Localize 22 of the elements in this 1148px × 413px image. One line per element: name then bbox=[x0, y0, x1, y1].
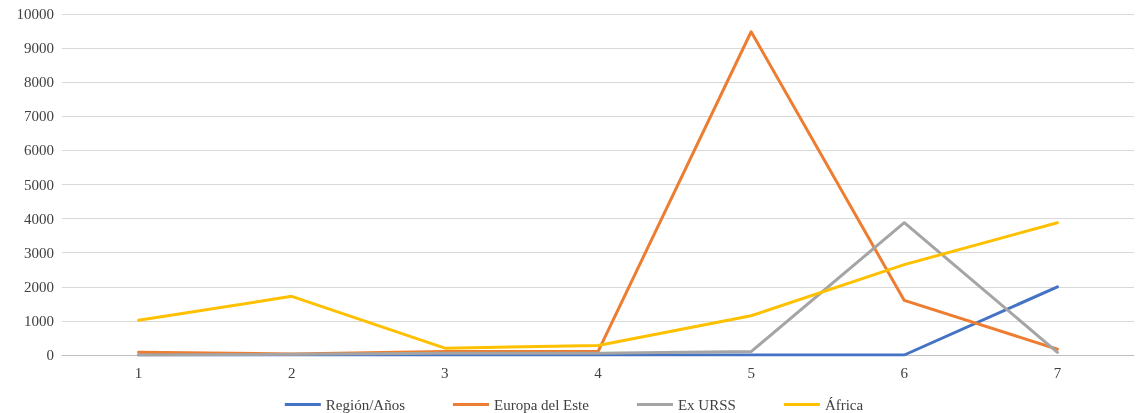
y-tick-label: 2000 bbox=[24, 278, 54, 295]
y-tick-label: 0 bbox=[46, 347, 54, 363]
legend-label: Ex URSS bbox=[677, 396, 736, 413]
x-tick-label: 5 bbox=[747, 364, 755, 381]
x-tick-label: 2 bbox=[287, 364, 296, 381]
y-tick-label: 9000 bbox=[24, 40, 54, 57]
y-tick-label: 5000 bbox=[24, 176, 54, 193]
y-tick-label: 3000 bbox=[24, 244, 54, 261]
x-tick-label: 6 bbox=[900, 364, 909, 381]
x-tick-label: 1 bbox=[134, 364, 143, 381]
legend-label: Región/Años bbox=[325, 396, 406, 413]
y-tick-label: 1000 bbox=[24, 312, 54, 329]
legend-label: Europa del Este bbox=[493, 396, 590, 413]
x-tick-label: 3 bbox=[441, 364, 449, 381]
y-tick-label: 7000 bbox=[24, 108, 54, 125]
x-tick-label: 4 bbox=[594, 364, 603, 381]
y-tick-label: 4000 bbox=[24, 210, 54, 227]
y-tick-label: 6000 bbox=[24, 142, 54, 159]
x-tick-label: 7 bbox=[1053, 364, 1062, 381]
y-tick-label: 10000 bbox=[16, 6, 54, 22]
y-tick-label: 8000 bbox=[24, 74, 54, 91]
legend-label: África bbox=[824, 396, 864, 413]
